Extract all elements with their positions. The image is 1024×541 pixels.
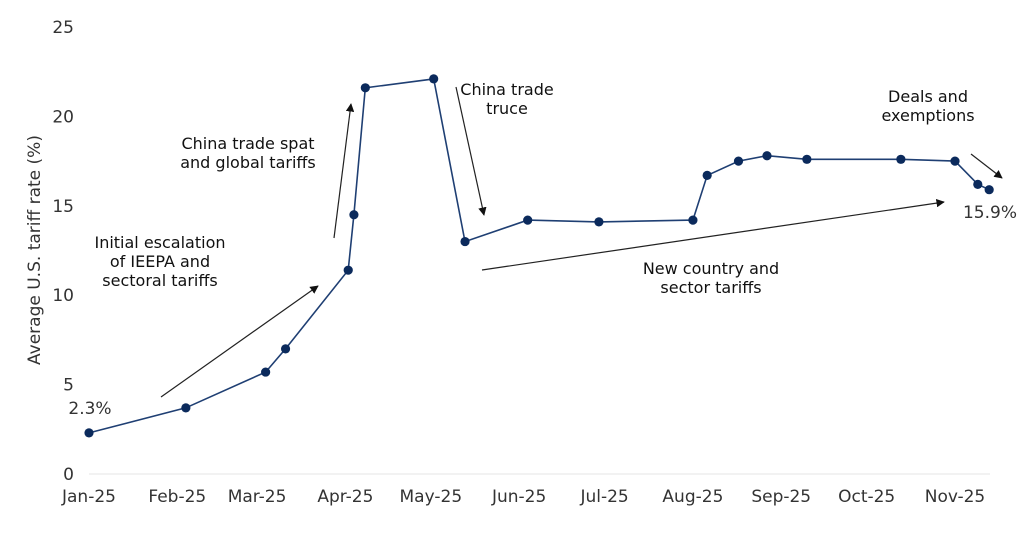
x-tick-label: Feb-25 [148, 487, 206, 507]
data-point [181, 403, 191, 413]
annotation-line: sectoral tariffs [102, 271, 217, 290]
arrow-deals [970, 153, 1003, 179]
annotation-china-truce: China trade truce [460, 80, 553, 118]
y-ticks: 0 5 10 15 20 25 [52, 18, 74, 485]
data-point [349, 210, 359, 220]
start-label: 2.3% [68, 399, 111, 419]
annotation-line: of IEEPA and [110, 252, 210, 271]
data-point [762, 151, 772, 161]
annotation-line: sector tariffs [660, 278, 761, 297]
x-tick-label: Nov-25 [925, 487, 986, 507]
arrow-initial-escalation [160, 285, 319, 398]
annotation-line: China trade spat [181, 134, 314, 153]
arrow-new-country [481, 198, 945, 271]
data-point [429, 74, 439, 84]
data-point [896, 154, 906, 164]
data-point [802, 154, 812, 164]
arrow-china-truce [455, 86, 487, 216]
y-tick-label: 10 [52, 286, 74, 306]
x-tick-label: Jun-25 [491, 487, 546, 507]
y-tick-label: 5 [63, 376, 74, 396]
annotation-line: Deals and [888, 87, 968, 106]
data-point [343, 265, 353, 275]
y-tick-label: 0 [63, 465, 74, 485]
y-tick-label: 25 [52, 18, 74, 38]
data-point [280, 344, 291, 354]
data-point [950, 156, 960, 166]
annotation-line: Initial escalation [94, 233, 225, 252]
x-tick-label: Jul-25 [579, 487, 628, 507]
y-tick-label: 20 [52, 107, 74, 127]
annotation-arrows [160, 86, 1003, 398]
x-tick-label: Oct-25 [838, 487, 895, 507]
x-tick-label: Mar-25 [228, 487, 287, 507]
annotation-deals: Deals and exemptions [881, 87, 974, 125]
data-point [688, 215, 698, 225]
data-point [594, 217, 604, 227]
annotation-new-country: New country and sector tariffs [643, 259, 779, 297]
annotation-line: truce [486, 99, 528, 118]
data-point [973, 179, 983, 189]
data-point [84, 428, 94, 438]
annotation-initial-escalation: Initial escalation of IEEPA and sectoral t… [94, 233, 225, 290]
annotations: Initial escalation of IEEPA and sectoral t… [94, 80, 974, 297]
data-point [360, 83, 370, 93]
annotation-china-spat: China trade spat and global tariffs [180, 134, 316, 172]
x-tick-label: Sep-25 [751, 487, 811, 507]
x-tick-label: Jan-25 [61, 487, 116, 507]
y-tick-label: 15 [52, 197, 74, 217]
data-point [261, 367, 271, 377]
data-point [984, 185, 994, 195]
end-label: 15.9% [963, 203, 1017, 223]
y-axis-label: Average U.S. tariff rate (%) [25, 135, 45, 365]
x-tick-label: Apr-25 [317, 487, 373, 507]
arrow-china-spat [333, 103, 355, 239]
data-point [702, 170, 712, 181]
annotation-line: China trade [460, 80, 553, 99]
data-points [84, 74, 994, 438]
annotation-line: and global tariffs [180, 153, 316, 172]
annotation-line: New country and [643, 259, 779, 278]
x-tick-label: May-25 [400, 487, 463, 507]
data-point [460, 236, 470, 247]
data-point [733, 156, 744, 166]
x-tick-label: Aug-25 [662, 487, 723, 507]
annotation-line: exemptions [881, 106, 974, 125]
data-point [523, 215, 533, 225]
x-ticks: Jan-25 Feb-25 Mar-25 Apr-25 May-25 Jun-25 Jul-… [61, 487, 985, 507]
series-line [88, 78, 990, 434]
